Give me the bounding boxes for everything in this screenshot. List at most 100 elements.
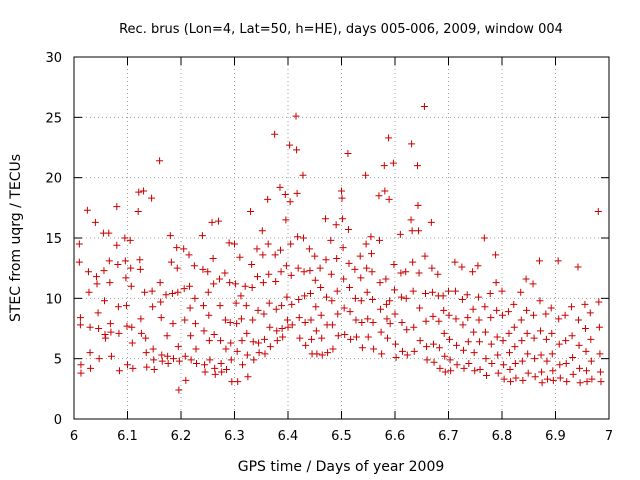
data-point — [170, 355, 178, 363]
data-point — [464, 338, 472, 346]
data-point — [334, 310, 342, 318]
data-point — [519, 376, 527, 384]
data-point — [463, 291, 471, 299]
data-point — [226, 318, 234, 326]
data-point — [306, 290, 314, 298]
data-point — [278, 302, 286, 310]
data-point — [261, 350, 269, 358]
data-point — [469, 305, 477, 313]
data-point — [340, 304, 348, 312]
data-point — [95, 355, 103, 363]
data-point — [429, 312, 437, 320]
data-point — [227, 339, 235, 347]
data-point — [136, 265, 144, 273]
data-point — [227, 356, 235, 364]
data-point — [186, 304, 194, 312]
data-point — [505, 349, 513, 357]
data-point — [427, 218, 435, 226]
data-point — [281, 191, 289, 199]
data-point — [169, 320, 177, 328]
data-point — [581, 325, 589, 332]
data-point — [358, 344, 366, 352]
data-point — [445, 311, 453, 319]
data-point — [308, 335, 316, 343]
data-point — [357, 274, 365, 282]
data-point — [458, 263, 466, 271]
data-point — [562, 359, 570, 367]
data-point — [435, 344, 443, 352]
data-point — [364, 333, 372, 341]
data-point — [563, 378, 571, 386]
data-point — [204, 288, 212, 296]
y-tick-label: 15 — [45, 232, 62, 247]
data-point — [175, 357, 183, 365]
data-point — [115, 367, 123, 375]
data-point — [163, 332, 171, 340]
data-point — [368, 268, 376, 276]
data-point — [137, 329, 145, 337]
data-point — [362, 171, 370, 179]
data-point — [356, 252, 364, 260]
data-point — [218, 368, 226, 376]
data-point — [283, 316, 291, 324]
data-point — [500, 375, 508, 383]
data-point — [101, 331, 109, 339]
data-point — [531, 373, 539, 381]
data-point — [201, 361, 209, 369]
data-point — [253, 245, 261, 253]
data-point — [205, 337, 213, 345]
data-point — [499, 337, 507, 345]
data-point — [149, 303, 157, 311]
data-point — [241, 282, 249, 290]
data-point — [530, 311, 538, 319]
data-point — [173, 264, 181, 272]
data-point — [351, 294, 359, 302]
data-point — [75, 258, 83, 266]
data-point — [239, 361, 247, 369]
data-point — [168, 290, 176, 298]
data-point — [523, 306, 531, 314]
grid-lines — [74, 57, 609, 419]
x-tick-label: 6.1 — [117, 429, 138, 444]
data-point — [397, 269, 405, 277]
data-point — [568, 303, 576, 311]
data-point — [369, 318, 377, 326]
data-point — [206, 356, 214, 364]
data-point — [586, 309, 594, 317]
data-point — [187, 332, 195, 340]
data-point — [476, 338, 484, 346]
data-point — [522, 275, 530, 283]
data-point — [537, 327, 545, 335]
data-point — [568, 332, 576, 340]
data-point — [523, 329, 531, 337]
data-point — [538, 379, 546, 387]
x-tick-label: 6 — [70, 429, 78, 444]
data-point — [375, 192, 383, 200]
data-point — [193, 359, 201, 367]
data-point — [271, 251, 279, 259]
data-point — [339, 244, 347, 252]
data-point — [86, 349, 94, 357]
data-point — [296, 334, 304, 342]
data-point — [158, 351, 166, 359]
data-point — [191, 294, 199, 302]
data-point — [410, 347, 418, 355]
data-point — [548, 350, 556, 358]
data-point — [164, 352, 172, 360]
data-point — [583, 378, 591, 386]
data-point — [474, 293, 482, 301]
data-point — [231, 240, 238, 248]
data-point — [510, 323, 518, 331]
data-point — [249, 316, 257, 324]
x-tick-label: 6.8 — [492, 429, 513, 444]
y-axis-label: STEC from uqrg / TECUs — [8, 154, 24, 322]
data-point — [332, 221, 340, 229]
data-point — [283, 293, 291, 301]
data-point — [338, 187, 345, 195]
data-point — [141, 288, 149, 296]
data-point — [248, 283, 256, 291]
data-point — [174, 288, 182, 296]
x-tick-label: 7 — [605, 429, 613, 444]
data-point — [121, 234, 129, 242]
data-point — [451, 258, 459, 266]
